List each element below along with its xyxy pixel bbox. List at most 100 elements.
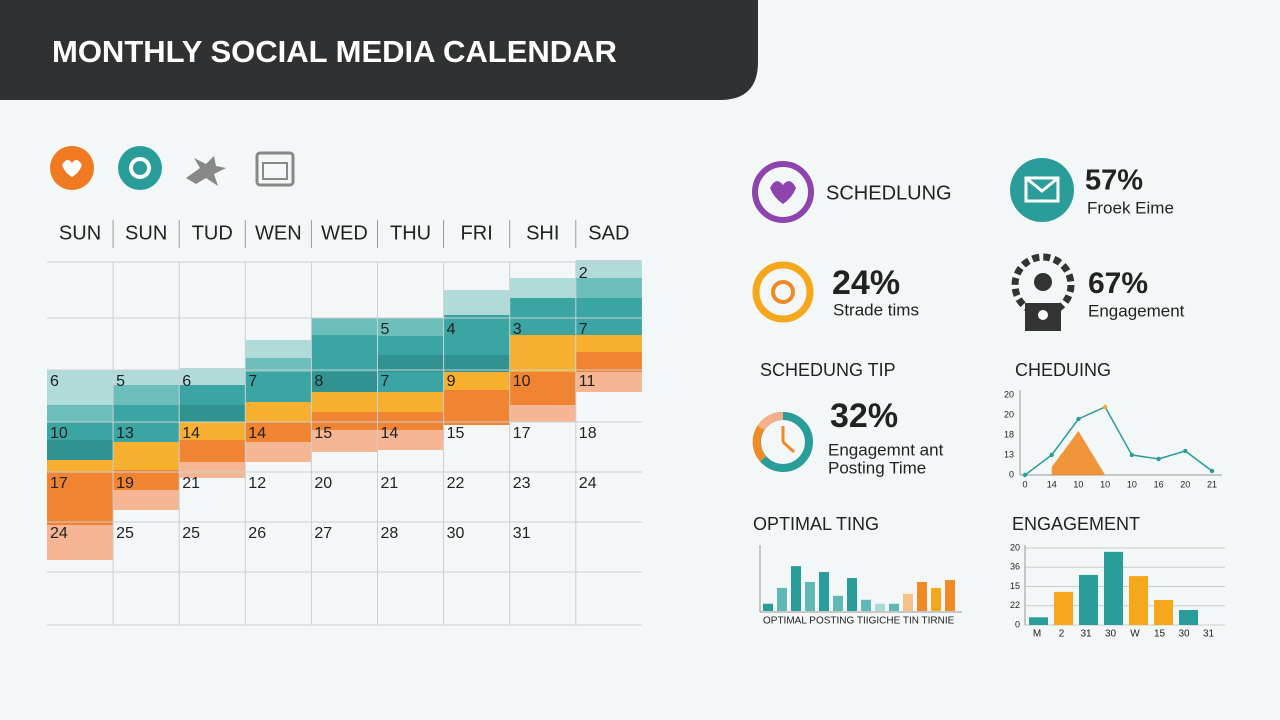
bar [889,603,899,611]
calendar-band [509,405,576,422]
day-number: 25 [182,525,200,542]
calendar-band [377,336,444,355]
calendar-band [113,405,180,422]
y-tick-label: 18 [1004,429,1014,439]
calendar-band [311,412,378,430]
day-number: 23 [513,475,531,492]
bar [1029,617,1048,625]
bar [1104,551,1123,625]
calendar-band [179,385,246,405]
day-number: 4 [447,321,456,338]
bar [1154,599,1173,625]
day-number: 31 [513,525,531,542]
calendar-band [47,472,114,500]
calendar-band [311,430,378,452]
calendar-band [47,460,114,472]
section-title: OPTIMAL TING [753,514,879,534]
section-title: ENGAGEMENT [1012,514,1140,534]
calendar-band [377,355,444,372]
day-number: 25 [116,525,134,542]
calendar-band [377,318,444,336]
day-number: 19 [116,475,134,492]
calendar-band [575,352,642,372]
day-number: 6 [182,373,191,390]
y-tick-label: 0 [1015,619,1020,629]
day-number: 21 [182,475,200,492]
day-number: 28 [381,525,399,542]
bar [805,581,815,611]
line [1024,406,1213,476]
x-tick-label: M [1033,629,1041,640]
stat-label: Strade tims [833,300,919,319]
icon [770,181,796,204]
day-number: 27 [314,525,332,542]
day-label: SUN [125,222,167,244]
calendar-band [113,490,180,510]
calendar-band [245,384,312,402]
icon [757,411,784,431]
point [1183,448,1188,454]
stat-label: SCHEDLUNG [826,182,952,204]
day-label: SAD [588,222,629,244]
point [1076,416,1081,422]
calendar-band [377,392,444,412]
day-number: 14 [248,425,266,442]
y-tick-label: 13 [1004,449,1014,459]
y-tick-label: 20 [1010,542,1020,552]
calendar-band [245,422,312,442]
day-label: THU [390,222,431,244]
calendar-band [443,290,510,315]
bar [819,572,829,611]
icon [186,156,226,186]
calendar-band [311,335,378,355]
calendar-band [47,440,114,460]
bar [1054,591,1073,625]
day-number: 30 [447,525,465,542]
point [1102,404,1108,410]
calendar-band [509,278,576,298]
calendar-band [443,390,510,405]
x-tick-label: 31 [1203,629,1215,640]
bar [931,587,941,611]
area [1051,431,1106,475]
calendar-band [47,405,114,422]
calendar-band [311,318,378,335]
bar [791,566,801,611]
calendar-band [443,405,510,425]
icon [752,161,814,223]
calendar-band [575,372,642,392]
bar [861,599,871,611]
stat-label: Engagement [1088,301,1185,320]
calendar-band [113,385,180,405]
day-number: 9 [447,373,456,390]
day-number: 2 [579,265,588,282]
calendar-band [443,315,510,335]
calendar-band [311,355,378,372]
day-number: 7 [248,373,257,390]
x-tick-label: 30 [1105,629,1117,640]
calendar-band [443,372,510,390]
point [1022,472,1028,478]
day-number: 3 [513,321,522,338]
bar [903,593,913,611]
bar [847,578,857,611]
calendar-band [179,368,246,385]
bar [917,581,927,611]
calendar-band [311,392,378,412]
x-tick-label: 10 [1073,479,1083,489]
icon [1024,176,1060,203]
x-tick-label: 20 [1180,479,1190,489]
day-label: FRI [461,222,493,244]
day-number: 14 [381,425,399,442]
icon [262,162,288,180]
day-number: 5 [116,373,125,390]
day-label: SHI [526,222,559,244]
calendar-band [509,298,576,318]
day-number: 13 [116,425,134,442]
calendar-band [509,390,576,405]
calendar-band [179,422,246,440]
tip-line: Posting Time [828,458,926,477]
day-number: 21 [381,475,399,492]
calendar-band [245,358,312,372]
